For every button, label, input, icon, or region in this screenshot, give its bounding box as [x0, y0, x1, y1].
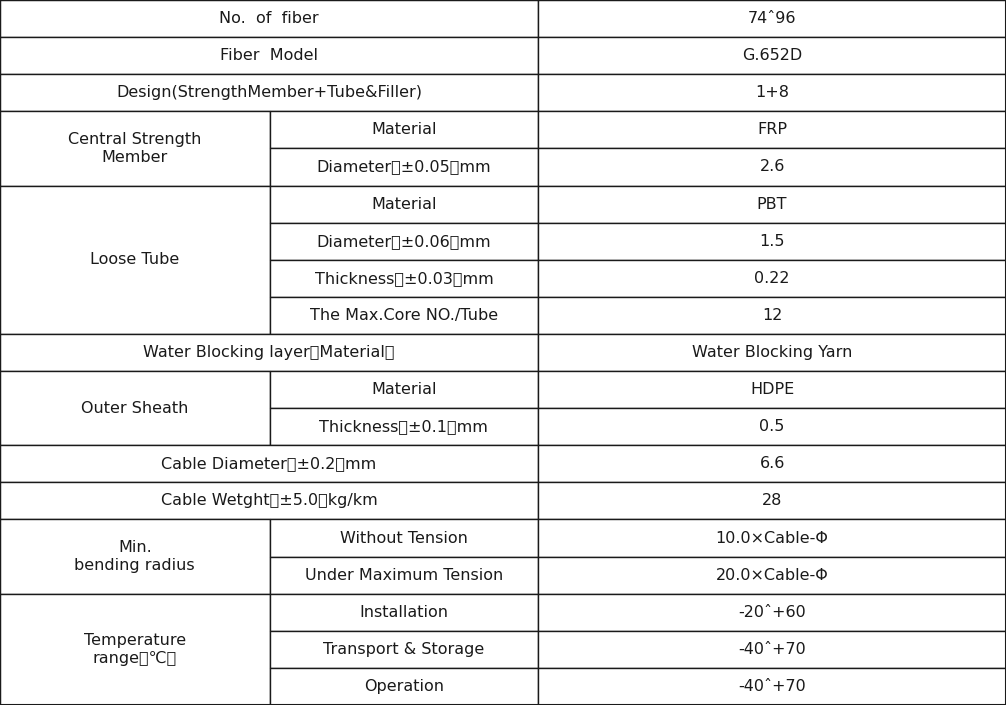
Text: Thickness（±0.03）mm: Thickness（±0.03）mm [315, 271, 493, 286]
Text: Thickness（±0.1）mm: Thickness（±0.1）mm [320, 419, 488, 434]
Text: Transport & Storage: Transport & Storage [323, 642, 485, 657]
Bar [538, 111, 1006, 149]
Text: 6.6: 6.6 [760, 456, 785, 472]
Bar [270, 594, 538, 631]
Bar [538, 556, 1006, 594]
Bar [0, 371, 270, 446]
Text: 0.5: 0.5 [760, 419, 785, 434]
Text: Design(StrengthMember+Tube&Filler): Design(StrengthMember+Tube&Filler) [116, 85, 423, 100]
Bar [0, 111, 270, 185]
Text: -40ˆ+70: -40ˆ+70 [738, 642, 806, 657]
Text: Diameter（±0.05）mm: Diameter（±0.05）mm [317, 159, 491, 174]
Text: Operation: Operation [364, 679, 444, 694]
Bar [0, 334, 538, 371]
Text: Central Strength
Member: Central Strength Member [68, 133, 201, 165]
Text: HDPE: HDPE [750, 382, 794, 397]
Text: -40ˆ+70: -40ˆ+70 [738, 679, 806, 694]
Bar [538, 259, 1006, 297]
Text: Cable Wetght（±5.0）kg/km: Cable Wetght（±5.0）kg/km [161, 493, 377, 508]
Text: -20ˆ+60: -20ˆ+60 [738, 605, 806, 620]
Bar [270, 668, 538, 705]
Bar [0, 37, 538, 74]
Bar [538, 408, 1006, 446]
Bar [538, 482, 1006, 520]
Bar [538, 594, 1006, 631]
Bar [538, 297, 1006, 334]
Bar [538, 37, 1006, 74]
Text: 74ˆ96: 74ˆ96 [747, 11, 797, 26]
Text: 10.0×Cable-Φ: 10.0×Cable-Φ [715, 531, 829, 546]
Text: Under Maximum Tension: Under Maximum Tension [305, 568, 503, 582]
Text: Water Blocking layer（Material）: Water Blocking layer（Material） [144, 345, 394, 360]
Bar [270, 520, 538, 556]
Text: Without Tension: Without Tension [340, 531, 468, 546]
Text: 1+8: 1+8 [756, 85, 789, 100]
Text: 28: 28 [762, 493, 783, 508]
Bar [270, 371, 538, 408]
Bar [538, 0, 1006, 37]
Text: 12: 12 [762, 308, 783, 323]
Text: PBT: PBT [757, 197, 788, 212]
Bar [270, 556, 538, 594]
Bar [538, 371, 1006, 408]
Bar [538, 631, 1006, 668]
Text: Water Blocking Yarn: Water Blocking Yarn [692, 345, 852, 360]
Bar [270, 223, 538, 259]
Bar [538, 74, 1006, 111]
Bar [270, 185, 538, 223]
Text: No.  of  fiber: No. of fiber [219, 11, 319, 26]
Text: G.652D: G.652D [742, 48, 802, 63]
Bar [538, 520, 1006, 556]
Text: Diameter（±0.06）mm: Diameter（±0.06）mm [317, 233, 491, 249]
Text: Fiber  Model: Fiber Model [220, 48, 318, 63]
Bar [270, 408, 538, 446]
Bar [0, 446, 538, 482]
Text: 2.6: 2.6 [760, 159, 785, 174]
Text: Outer Sheath: Outer Sheath [81, 400, 188, 416]
Text: Min.
bending radius: Min. bending radius [74, 540, 195, 572]
Bar [270, 149, 538, 185]
Bar [270, 297, 538, 334]
Bar [270, 111, 538, 149]
Text: The Max.Core NO./Tube: The Max.Core NO./Tube [310, 308, 498, 323]
Bar [0, 520, 270, 594]
Bar [0, 185, 270, 334]
Bar [270, 259, 538, 297]
Text: 1.5: 1.5 [760, 233, 785, 249]
Bar [0, 594, 270, 705]
Text: Installation: Installation [359, 605, 449, 620]
Bar [538, 149, 1006, 185]
Bar [270, 631, 538, 668]
Bar [0, 0, 538, 37]
Bar [538, 185, 1006, 223]
Text: Material: Material [371, 197, 437, 212]
Text: Cable Diameter（±0.2）mm: Cable Diameter（±0.2）mm [162, 456, 376, 472]
Bar [0, 74, 538, 111]
Text: Material: Material [371, 123, 437, 137]
Bar [538, 668, 1006, 705]
Bar [538, 223, 1006, 259]
Text: Temperature
range（℃）: Temperature range（℃） [83, 633, 186, 666]
Text: Loose Tube: Loose Tube [91, 252, 179, 267]
Text: FRP: FRP [758, 123, 787, 137]
Text: Material: Material [371, 382, 437, 397]
Bar [538, 446, 1006, 482]
Text: 20.0×Cable-Φ: 20.0×Cable-Φ [715, 568, 829, 582]
Bar [538, 334, 1006, 371]
Bar [0, 482, 538, 520]
Text: 0.22: 0.22 [754, 271, 790, 286]
